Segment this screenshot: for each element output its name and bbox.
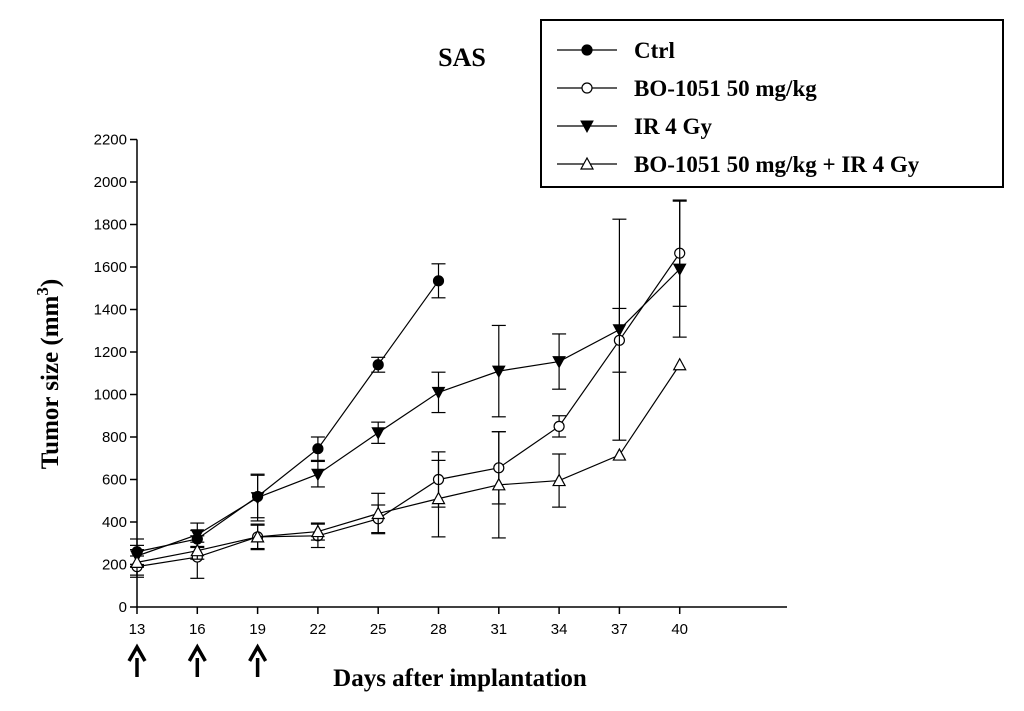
data-point [371, 427, 386, 440]
y-axis-title-superscript: 3 [33, 287, 52, 296]
series-line [136, 252, 681, 568]
data-point [553, 420, 565, 432]
y-tick-label: 1000 [94, 387, 127, 404]
x-axis-title: Days after implantation [333, 665, 587, 692]
x-tick-label: 22 [310, 621, 327, 638]
arrow-head [248, 643, 268, 662]
data-point [431, 386, 446, 400]
y-tick-label: 400 [102, 514, 127, 531]
plot-area: 0 200 400 600 800 1000 1200 1400 1600 1800 2000 220… [94, 132, 787, 638]
legend-label: BO-1051 50 mg/kg + IR 4 Gy [634, 152, 920, 177]
data-point [129, 555, 145, 568]
data-point [672, 263, 687, 277]
data-point [312, 443, 324, 455]
data-point [310, 524, 325, 538]
legend-label: BO-1051 50 mg/kg [634, 76, 817, 101]
x-tick-label: 19 [249, 621, 266, 638]
legend-label: IR 4 Gy [634, 114, 712, 139]
data-point [250, 529, 265, 543]
data-point [552, 473, 567, 487]
x-tick-label: 31 [490, 621, 507, 638]
x-tick-label: 40 [671, 621, 688, 638]
data-point [672, 357, 687, 371]
series-line [136, 268, 681, 557]
x-tick-label: 37 [611, 621, 628, 638]
legend-marker [580, 120, 594, 134]
treatment-arrow [187, 643, 207, 677]
treatment-arrow [248, 643, 268, 677]
chart-title: SAS [438, 43, 486, 72]
y-tick-label: 1600 [94, 259, 127, 276]
data-point [371, 506, 386, 520]
data-point [372, 359, 384, 371]
y-tick-label: 800 [102, 429, 127, 446]
x-tick-label: 34 [551, 621, 568, 638]
data-point [491, 365, 506, 379]
y-tick-label: 2200 [94, 132, 127, 149]
data-point [612, 447, 627, 461]
treatment-arrow [127, 643, 147, 677]
y-tick-label: 200 [102, 557, 127, 574]
data-point [190, 529, 205, 542]
legend-box [540, 19, 1004, 188]
series-bo-1051-50-mg-kg-ir-4-gy [129, 357, 687, 576]
series-ir-4-gy [130, 200, 687, 568]
y-tick-label: 600 [102, 472, 127, 489]
x-tick-label: 28 [430, 621, 447, 638]
y-axis-title: Tumor size (mm3) [33, 279, 64, 469]
data-point [431, 491, 446, 505]
x-tick-label: 13 [129, 621, 146, 638]
legend-entry-bo-1051-50-mg-kg-ir-4-gy: BO-1051 50 mg/kg + IR 4 Gy [557, 152, 920, 177]
legend-marker [581, 82, 593, 94]
arrow-head [127, 643, 147, 662]
data-point [432, 275, 445, 287]
legend-label: Ctrl [634, 38, 675, 63]
data-point [552, 356, 566, 369]
data-point [190, 543, 205, 557]
legend-marker [579, 156, 595, 170]
series-line [136, 280, 439, 553]
legend-entry-ctrl: Ctrl [557, 38, 675, 63]
y-tick-label: 2000 [94, 174, 127, 191]
legend-marker [581, 44, 593, 56]
y-tick-label: 1400 [94, 302, 127, 319]
x-tick-label: 25 [370, 621, 387, 638]
y-tick-label: 0 [119, 599, 127, 616]
series-line [136, 364, 681, 563]
y-axis-title-close: ) [37, 279, 64, 287]
y-tick-label: 1800 [94, 217, 127, 234]
series-ctrl [130, 263, 446, 566]
data-point [612, 324, 627, 337]
data-point [250, 492, 265, 505]
legend-entry-ir-4-gy: IR 4 Gy [557, 114, 712, 139]
treatment-arrows [127, 643, 268, 677]
y-tick-label: 1200 [94, 344, 127, 361]
data-point [491, 477, 506, 491]
legend-entry-bo-1051-50-mg-kg: BO-1051 50 mg/kg [557, 76, 817, 101]
legend: Ctrl BO-1051 50 mg/kg IR 4 Gy BO-1051 50 mg… [540, 19, 1004, 188]
data-point [311, 468, 325, 482]
y-axis-title-main: Tumor size (mm [37, 295, 64, 469]
arrow-head [187, 643, 207, 662]
series-bo-1051-50-mg-kg [130, 199, 687, 579]
x-tick-label: 16 [189, 621, 206, 638]
